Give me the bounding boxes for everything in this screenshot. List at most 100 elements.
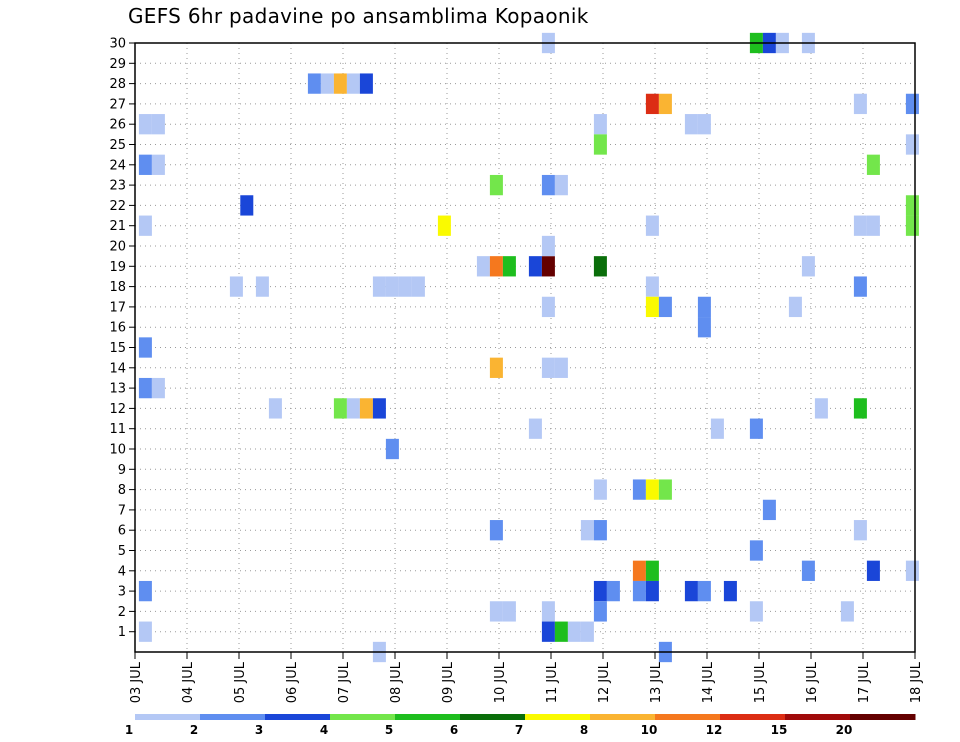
x-tick-label: 09 JUL bbox=[441, 661, 456, 703]
precip-cell bbox=[567, 621, 581, 642]
precip-cell bbox=[853, 520, 867, 541]
precip-cell bbox=[645, 580, 659, 602]
x-tick-label: 14 JUL bbox=[701, 661, 716, 703]
y-tick-label: 19 bbox=[109, 260, 126, 275]
y-tick-label: 29 bbox=[109, 57, 126, 72]
precip-cell bbox=[801, 256, 815, 277]
precip-cell bbox=[151, 114, 165, 135]
precip-cell bbox=[749, 540, 763, 561]
precip-cell bbox=[853, 93, 867, 115]
precip-cell bbox=[593, 134, 607, 155]
precip-cell bbox=[645, 479, 659, 500]
precip-cell bbox=[346, 73, 360, 94]
x-tick-label: 04 JUL bbox=[181, 661, 196, 703]
legend-swatch bbox=[460, 714, 526, 720]
precip-cell bbox=[632, 560, 646, 581]
precip-cell bbox=[489, 601, 503, 622]
precip-cell bbox=[359, 73, 373, 94]
precip-cell bbox=[541, 174, 555, 196]
precip-cell bbox=[645, 276, 659, 297]
precip-cell bbox=[541, 357, 555, 378]
y-tick-label: 28 bbox=[109, 77, 126, 92]
y-tick-label: 1 bbox=[118, 625, 126, 640]
precip-cell bbox=[554, 174, 568, 196]
y-tick-label: 6 bbox=[118, 524, 126, 539]
precip-cell bbox=[606, 580, 620, 602]
precip-cell bbox=[268, 398, 282, 419]
legend-swatch bbox=[200, 714, 266, 720]
precip-cell bbox=[866, 560, 880, 581]
precip-cell bbox=[593, 114, 607, 135]
y-tick-label: 16 bbox=[109, 321, 126, 336]
precip-cell bbox=[788, 296, 802, 318]
y-tick-label: 3 bbox=[118, 585, 126, 600]
precip-cell bbox=[866, 215, 880, 236]
ensemble-cells bbox=[138, 32, 919, 663]
precip-cell bbox=[541, 621, 555, 642]
x-tick-label: 10 JUL bbox=[493, 661, 508, 703]
x-tick-label: 12 JUL bbox=[597, 661, 612, 703]
precip-cell bbox=[333, 398, 347, 419]
y-tick-label: 13 bbox=[109, 382, 126, 397]
precip-cell bbox=[320, 73, 334, 94]
x-tick-label: 06 JUL bbox=[285, 661, 300, 703]
precip-cell bbox=[437, 215, 451, 236]
precip-cell bbox=[528, 256, 542, 277]
x-tick-label: 17 JUL bbox=[857, 661, 872, 703]
precip-cell bbox=[593, 520, 607, 541]
y-tick-label: 17 bbox=[109, 300, 126, 315]
legend-label: 8 bbox=[580, 723, 588, 737]
x-tick-label: 11 JUL bbox=[545, 661, 560, 703]
legend-swatch bbox=[135, 714, 201, 720]
precip-cell bbox=[489, 174, 503, 196]
precip-cell bbox=[710, 418, 724, 439]
precip-cell bbox=[697, 114, 711, 135]
precip-cell bbox=[489, 357, 503, 378]
precip-cell bbox=[541, 235, 555, 257]
y-axis: 1234567891011121314151617181920212223242… bbox=[109, 37, 135, 640]
y-tick-label: 26 bbox=[109, 118, 126, 133]
y-tick-label: 30 bbox=[109, 37, 126, 52]
precip-cell bbox=[658, 296, 672, 318]
y-tick-label: 7 bbox=[118, 503, 126, 518]
x-tick-label: 03 JUL bbox=[129, 661, 144, 703]
precip-cell bbox=[593, 479, 607, 500]
precip-cell bbox=[307, 73, 321, 94]
legend-label: 15 bbox=[771, 723, 788, 737]
precip-cell bbox=[541, 256, 555, 277]
precip-cell bbox=[240, 195, 254, 216]
precip-cell bbox=[346, 398, 360, 419]
precip-cell bbox=[398, 276, 412, 297]
precip-cell bbox=[151, 154, 165, 175]
y-tick-label: 8 bbox=[118, 483, 126, 498]
precip-cell bbox=[840, 601, 854, 622]
precip-cell bbox=[905, 93, 919, 115]
precip-cell bbox=[541, 296, 555, 318]
legend-swatch bbox=[330, 714, 396, 720]
precip-cell bbox=[749, 418, 763, 439]
legend-swatch bbox=[525, 714, 591, 720]
legend-swatch bbox=[720, 714, 786, 720]
precip-cell bbox=[541, 601, 555, 622]
legend-label: 2 bbox=[190, 723, 198, 737]
precip-cell bbox=[697, 580, 711, 602]
x-tick-label: 05 JUL bbox=[233, 661, 248, 703]
precip-cell bbox=[489, 256, 503, 277]
precip-cell bbox=[138, 154, 152, 175]
precip-cell bbox=[411, 276, 425, 297]
legend-label: 1 bbox=[125, 723, 133, 737]
legend-label: 4 bbox=[320, 723, 328, 737]
precip-cell bbox=[554, 621, 568, 642]
precip-cell bbox=[697, 317, 711, 338]
precip-cell bbox=[814, 398, 828, 419]
y-tick-label: 23 bbox=[109, 179, 126, 194]
y-tick-label: 10 bbox=[109, 443, 126, 458]
precip-cell bbox=[593, 601, 607, 622]
legend-label: 12 bbox=[706, 723, 723, 737]
precip-cell bbox=[905, 560, 919, 581]
legend-label: 10 bbox=[641, 723, 658, 737]
legend-label: 3 bbox=[255, 723, 263, 737]
y-tick-label: 11 bbox=[109, 422, 126, 437]
precip-cell bbox=[372, 398, 386, 419]
precip-cell bbox=[632, 479, 646, 500]
